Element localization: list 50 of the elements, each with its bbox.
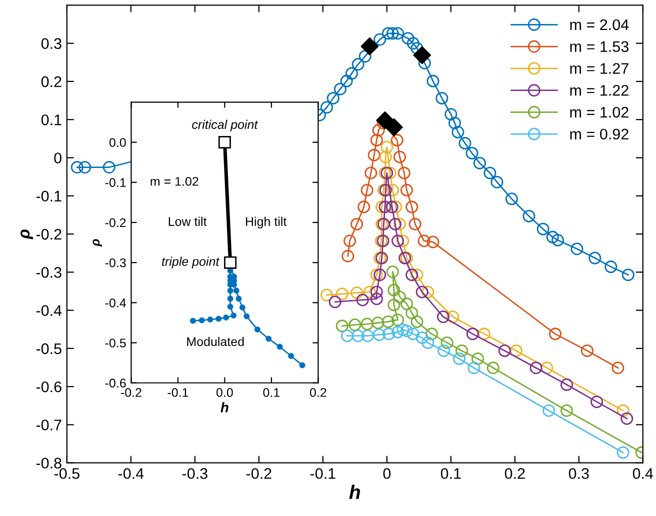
x-tick-label: 0.2 [504,468,525,479]
annotation: m = 1.02 [150,176,198,186]
y-tick-label: 0.2 [41,76,62,88]
y-tick-label: 0 [54,152,62,164]
y-tick-label: -0.4 [36,305,62,316]
y-tick-label: -0.8 [36,458,62,469]
y-tick-label: -0.3 [105,258,126,268]
annotation: Modulated [187,336,244,346]
annotation: triple point [162,256,220,268]
legend-label: m = 2.04 [570,19,629,30]
x-tick-label: -0.2 [120,388,142,397]
x-tick-label: 0.1 [440,468,461,479]
x-tick-label: 0.4 [632,468,654,479]
annotation: critical point [192,120,258,132]
y-tick-label: -0.2 [105,218,126,228]
x-tick-label: -0.1 [168,388,188,397]
y-tick-label: 0.1 [41,114,62,126]
legend-label: m = 1.02 [570,106,628,118]
y-tick-label: -0.7 [36,420,62,430]
y-tick-label: -0.2 [36,228,62,240]
x-tick-label: 0.3 [568,468,589,479]
x-tick-label: -0.4 [118,468,144,479]
y-tick-label: -0.1 [105,178,126,188]
y-tick-label: -0.6 [105,378,126,388]
x-tick-label: -0.2 [246,468,272,479]
annotation: Low tilt [168,216,207,226]
x-tick-label: -0.3 [182,468,208,479]
y-tick-label: 0.3 [41,38,62,49]
x-axis-title: h [220,402,228,412]
x-tick-label: 0.0 [216,388,233,397]
x-tick-label: 0.1 [263,388,280,397]
y-tick-label: -0.6 [36,381,62,392]
y-tick-label: -0.5 [36,343,62,354]
legend-label: m = 0.92 [570,128,628,140]
x-tick-label: -0.1 [310,468,336,479]
x-tick-label: 0 [383,468,391,479]
legend-label: m = 1.53 [570,41,628,52]
y-tick-label: -0.3 [36,267,62,278]
legend-label: m = 1.27 [570,63,628,74]
y-tick-label: -0.4 [105,298,126,308]
x-axis-title: h [349,484,360,499]
x-tick-label: 0.2 [310,388,326,397]
legend-label: m = 1.22 [570,84,628,96]
y-tick-label: 0.0 [109,138,126,147]
y-tick-label: -0.5 [105,338,126,348]
y-axis-title: ρ [20,229,33,240]
annotation: High tilt [246,216,287,228]
y-axis-title: ρ [92,239,102,247]
y-tick-label: -0.1 [36,190,62,202]
x-tick-label: -0.5 [54,468,80,479]
